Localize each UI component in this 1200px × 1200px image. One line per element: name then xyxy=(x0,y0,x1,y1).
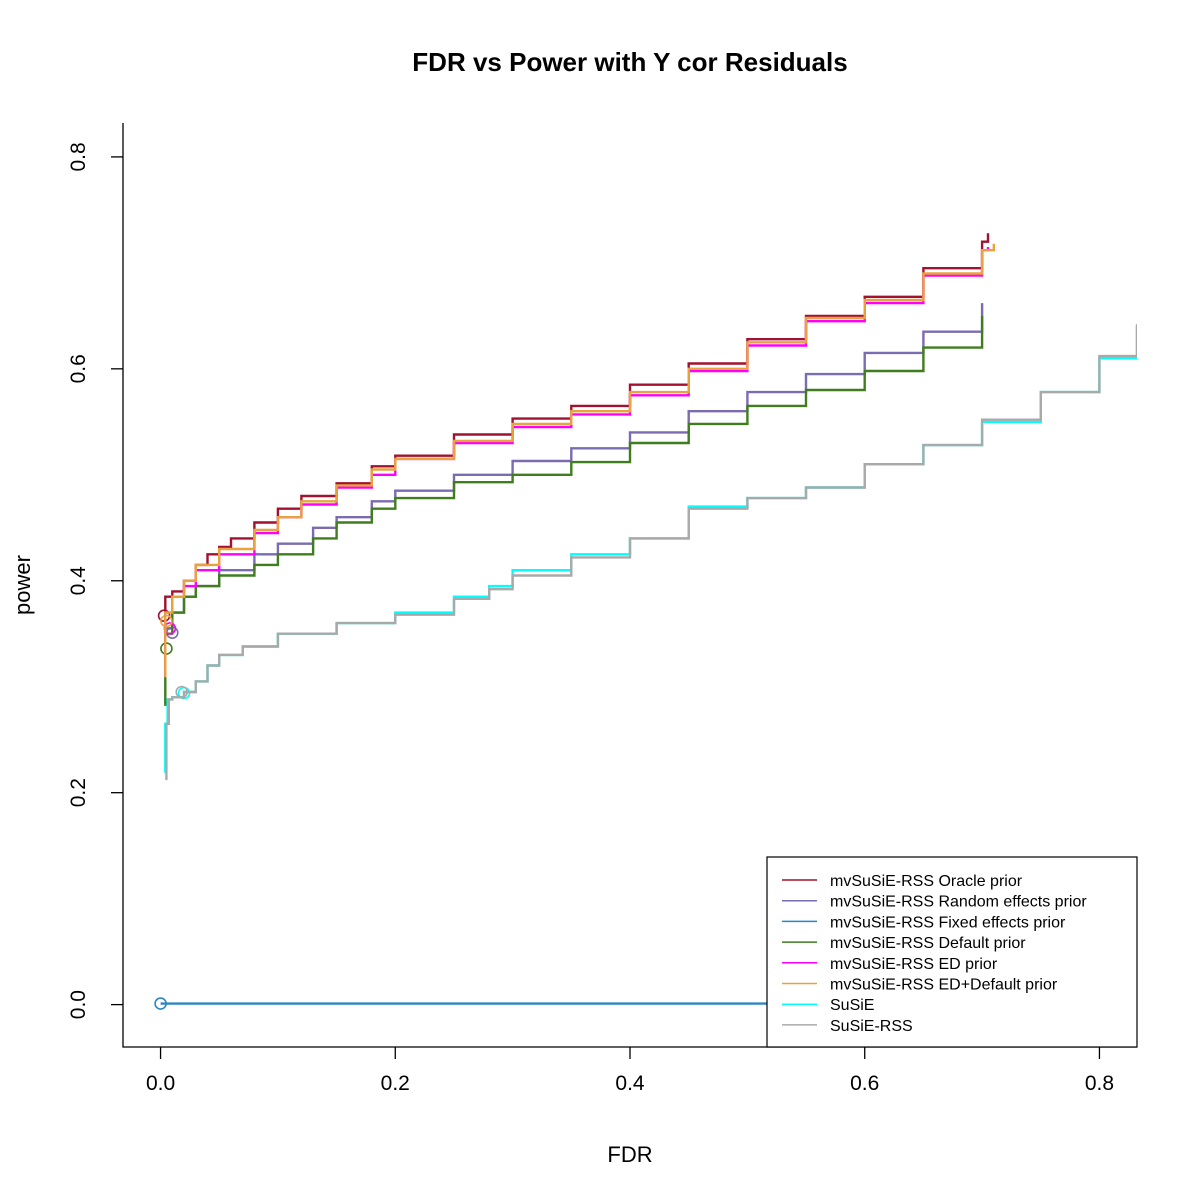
legend-label: mvSuSiE-RSS Default prior xyxy=(830,935,1026,952)
series-line-2 xyxy=(164,303,984,678)
x-tick-label: 0.6 xyxy=(850,1072,879,1095)
chart-title: FDR vs Power with Y cor Residuals xyxy=(412,47,847,77)
legend-label: mvSuSiE-RSS Oracle prior xyxy=(830,873,1023,890)
x-axis-label: FDR xyxy=(607,1142,652,1167)
y-tick-label: 0.0 xyxy=(67,990,90,1019)
legend-box xyxy=(766,856,1138,1048)
series-line-3 xyxy=(160,1002,1137,1005)
x-tick-label: 0.4 xyxy=(615,1072,645,1095)
x-tick-label: 0.0 xyxy=(146,1072,175,1095)
y-tick-label: 0.4 xyxy=(67,566,90,596)
series-8-marker-1 xyxy=(175,685,188,699)
series-3-marker-1 xyxy=(154,997,167,1010)
y-tick-label: 0.2 xyxy=(67,778,90,807)
legend-label: SuSiE xyxy=(830,997,874,1014)
legend: mvSuSiE-RSS Oracle prior mvSuSiE-RSS Rand… xyxy=(766,856,1138,1048)
series-line-4 xyxy=(164,315,984,706)
y-axis-label: power xyxy=(10,555,35,615)
legend-label: SuSiE-RSS xyxy=(830,1018,913,1035)
legend-label: mvSuSiE-RSS Random effects prior xyxy=(830,894,1087,911)
legend-label: mvSuSiE-RSS ED+Default prior xyxy=(830,977,1058,994)
series-line-6 xyxy=(164,243,995,678)
legend-label: mvSuSiE-RSS Fixed effects prior xyxy=(830,914,1066,931)
series-6-marker-1 xyxy=(160,614,173,628)
y-tick-label: 0.6 xyxy=(67,354,90,383)
y-tick-label: 0.8 xyxy=(67,142,90,171)
legend-label: mvSuSiE-RSS ED prior xyxy=(830,956,998,973)
series-layer xyxy=(154,233,1137,1010)
x-tick-label: 0.2 xyxy=(381,1072,410,1095)
axes-layer: 0.0 0.2 0.4 0.6 0.8 0.0 0.2 0.4 0.6 0.8 xyxy=(67,123,1137,1095)
x-tick-label: 0.8 xyxy=(1085,1072,1114,1095)
